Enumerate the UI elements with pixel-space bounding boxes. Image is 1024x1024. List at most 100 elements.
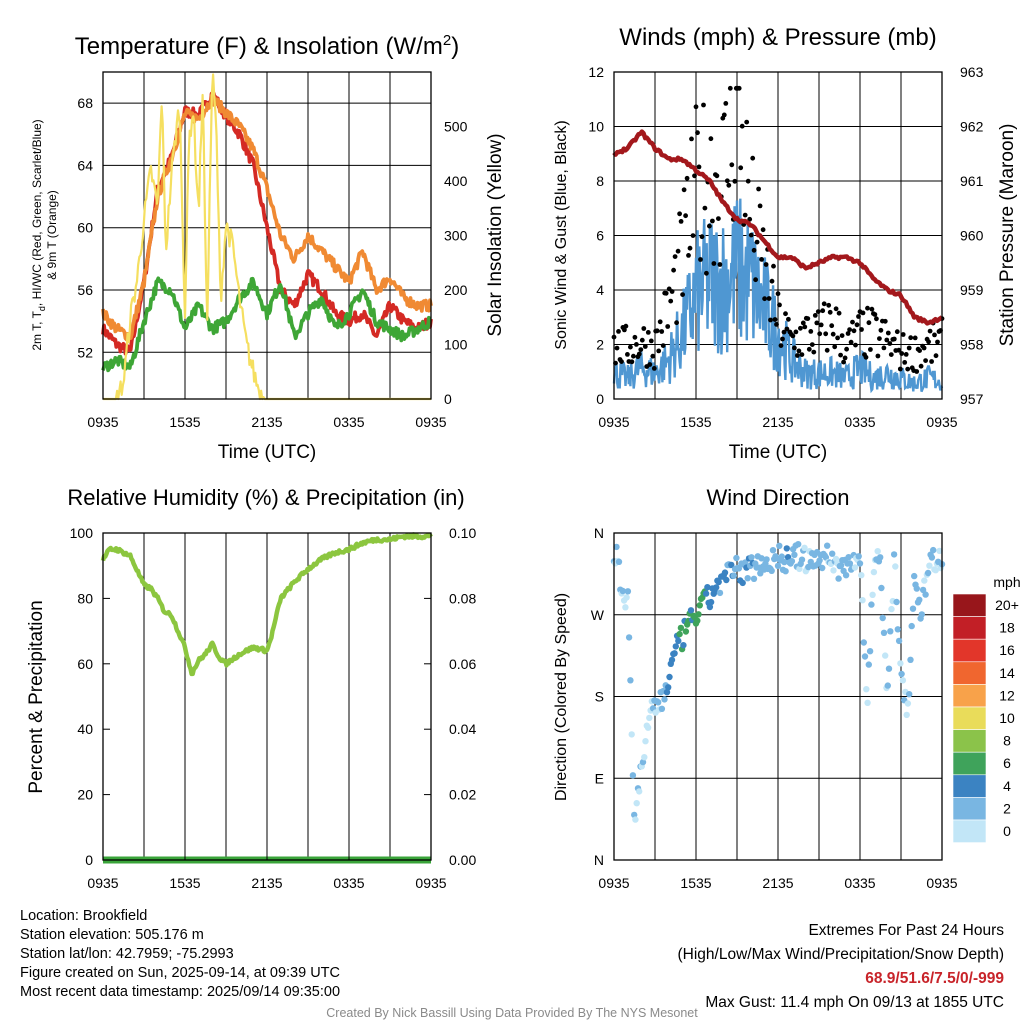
gust-point (860, 310, 866, 316)
wind-xtick-label: 0935 (926, 414, 957, 430)
station-location: Location: Brookfield (20, 908, 148, 924)
humidity-precip-panel: Relative Humidity (%) & Precipitation (i… (26, 485, 476, 891)
colorbar-title: mph (993, 574, 1020, 590)
gust-point (829, 323, 835, 329)
dir-ytick-label: N (594, 525, 604, 541)
gust-point (656, 348, 662, 354)
gust-point (748, 232, 754, 238)
colorbar-swatch (952, 661, 987, 685)
gust-point (704, 270, 709, 276)
direction-point (918, 611, 925, 618)
direction-point (783, 545, 790, 552)
gust-point (824, 347, 830, 353)
gust-point (793, 329, 799, 335)
direction-point (869, 591, 876, 598)
gust-point (648, 338, 654, 344)
gust-point (894, 329, 900, 335)
gust-point (680, 292, 685, 297)
direction-point (642, 738, 649, 745)
direction-point (916, 596, 923, 603)
gust-point (817, 331, 823, 337)
gust-point (642, 344, 648, 349)
direction-point (696, 602, 703, 609)
gust-point (768, 317, 773, 323)
gust-point (628, 344, 633, 350)
gust-point (897, 366, 903, 372)
direction-point (633, 800, 640, 807)
dir-xtick-label: 0935 (926, 875, 957, 891)
gust-point (692, 173, 697, 179)
colorbar-label: 16 (999, 642, 1015, 658)
direction-point (676, 630, 683, 638)
direction-point (860, 639, 867, 646)
direction-point (625, 634, 633, 641)
gust-point (701, 102, 706, 108)
gust-point (848, 339, 854, 345)
direction-point (629, 772, 637, 779)
precip-ytick-label: 0.02 (449, 787, 476, 803)
gust-point (792, 345, 797, 351)
wind-direction-panel: Wind Direction 0935 1535 2135 0335 0935 N E S W N… (553, 485, 1021, 891)
gust-point (851, 328, 857, 334)
dir-xtick-label: 0935 (598, 875, 629, 891)
direction-point (855, 553, 862, 560)
gust-point (634, 342, 639, 347)
recent-timestamp: Most recent data timestamp: 2025/09/14 0… (20, 984, 341, 1000)
gust-point (836, 310, 842, 316)
direction-point (706, 603, 714, 611)
direction-point (879, 614, 886, 622)
gust-point (663, 290, 669, 296)
gust-point (721, 112, 727, 118)
colorbar-label: 10 (999, 710, 1015, 726)
direction-point (892, 563, 899, 570)
wind-ytick-label: 10 (588, 119, 604, 135)
station-latlon: Station lat/lon: 42.7959; -75.2993 (20, 946, 234, 962)
direction-point (658, 705, 666, 712)
gust-point (854, 322, 860, 328)
precip-ytick-label: 0.08 (449, 590, 476, 606)
direction-series (610, 541, 946, 823)
direction-point (928, 554, 936, 561)
gust-point (623, 323, 629, 329)
direction-left-axis-label: Direction (Colored By Speed) (553, 593, 570, 801)
temperature-ticks: 0935 1535 2135 0335 0935 52 56 60 64 68 0 100 200 300… (77, 95, 467, 430)
direction-point (866, 648, 874, 655)
gust-point (896, 347, 902, 353)
direction-point (932, 567, 939, 574)
gust-point (757, 203, 763, 209)
rh-ytick-label: 60 (77, 656, 93, 672)
wind-ytick-label: 4 (596, 282, 604, 298)
gust-point (754, 239, 760, 245)
temperature-panel-title: Temperature (F) & Insolation (W/m2) (75, 32, 459, 60)
wind-x-axis-label: Time (UTC) (729, 442, 828, 463)
wind-xtick-label: 0935 (598, 414, 629, 430)
direction-point (776, 542, 783, 549)
gust-point (622, 327, 627, 333)
gust-point (783, 311, 788, 317)
direction-point (880, 629, 888, 636)
temp-xtick-label: 0935 (415, 414, 446, 430)
direction-point (894, 626, 901, 633)
rh-ytick-label: 40 (77, 721, 93, 737)
dir-xtick-label: 2135 (762, 875, 793, 891)
gust-point (780, 336, 785, 342)
direction-point (721, 569, 729, 576)
gust-point (744, 119, 750, 125)
rh-left-axis-label: Percent & Precipitation (26, 600, 47, 793)
direction-point (796, 565, 803, 573)
direction-point (713, 584, 720, 591)
gust-point (760, 227, 766, 233)
colorbar-swatch (952, 797, 987, 821)
gust-point (651, 366, 657, 371)
rh-ytick-label: 80 (77, 590, 93, 606)
gust-point (899, 351, 905, 356)
gust-point (933, 353, 939, 359)
gust-point (887, 341, 893, 346)
gust-point (689, 136, 694, 142)
figure-created: Figure created on Sun, 2025-09-14, at 09… (20, 965, 340, 981)
gust-point (878, 327, 884, 333)
direction-point (795, 541, 802, 548)
pressure-right-axis-label: Station Pressure (Maroon) (997, 124, 1018, 347)
gust-point (727, 85, 733, 91)
